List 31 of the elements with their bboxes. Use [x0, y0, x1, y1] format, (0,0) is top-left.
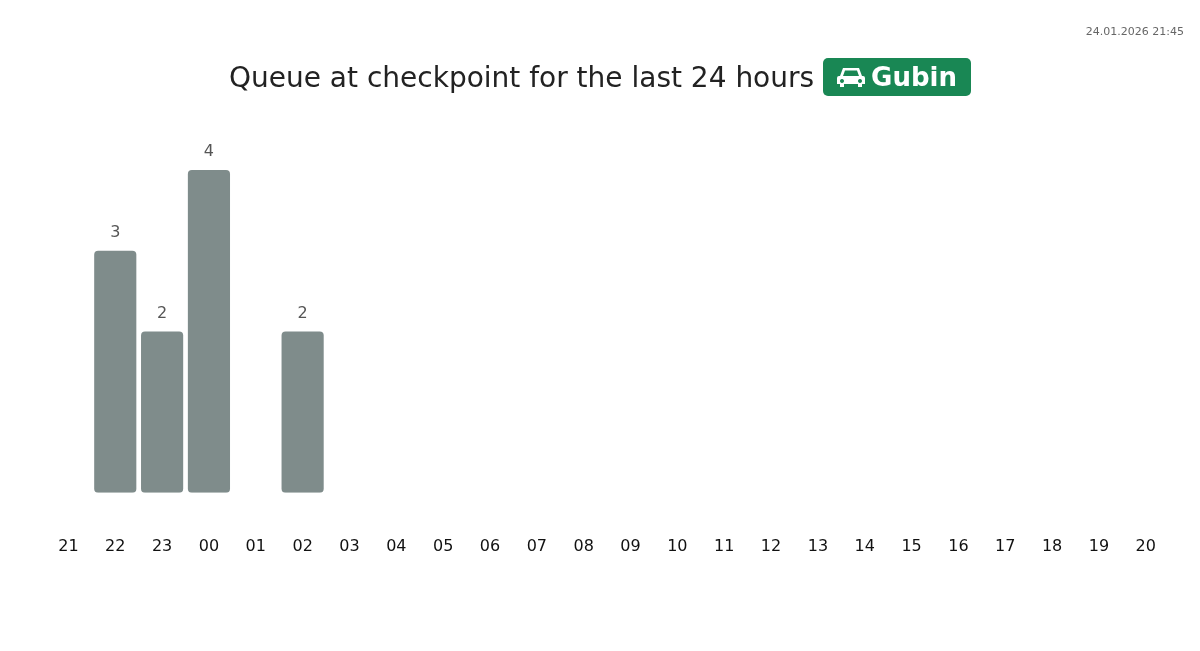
x-tick-label: 13	[807, 535, 829, 555]
x-tick-label: 12	[760, 535, 782, 555]
x-tick-label: 08	[573, 535, 594, 555]
x-tick-label: 15	[901, 535, 922, 555]
x-tick-label: 20	[1135, 535, 1156, 555]
x-tick-label: 05	[432, 535, 454, 555]
x-tick-label: 01	[245, 535, 266, 555]
data-label: 3	[110, 221, 121, 241]
x-tick-label: 02	[292, 535, 313, 555]
x-tick-label: 23	[151, 535, 173, 555]
x-tick-label: 21	[58, 535, 79, 555]
x-tick-label: 18	[1041, 535, 1063, 555]
x-tick-label: 22	[105, 535, 126, 555]
x-tick-label: 00	[198, 535, 220, 555]
x-tick-label: 07	[526, 535, 548, 555]
x-tick-label: 17	[995, 535, 1016, 555]
x-tick-label: 11	[714, 535, 735, 555]
x-tick-label: 16	[948, 535, 969, 555]
x-tick-label: 06	[479, 535, 501, 555]
data-label: 2	[157, 302, 168, 322]
x-tick-label: 14	[854, 535, 875, 555]
x-tick-label: 10	[667, 535, 688, 555]
x-tick-label: 04	[386, 535, 407, 555]
x-tick-label: 09	[620, 535, 641, 555]
chart-title: Queue at checkpoint for the last 24 hours	[228, 60, 815, 94]
chart-subtitle: Gubin	[871, 62, 957, 92]
text: 24.01.2026 21:45	[1085, 25, 1184, 38]
x-tick-label: 03	[339, 535, 360, 555]
data-label: 4	[203, 141, 215, 161]
x-tick-label: 19	[1088, 535, 1110, 555]
data-label: 2	[297, 302, 308, 322]
